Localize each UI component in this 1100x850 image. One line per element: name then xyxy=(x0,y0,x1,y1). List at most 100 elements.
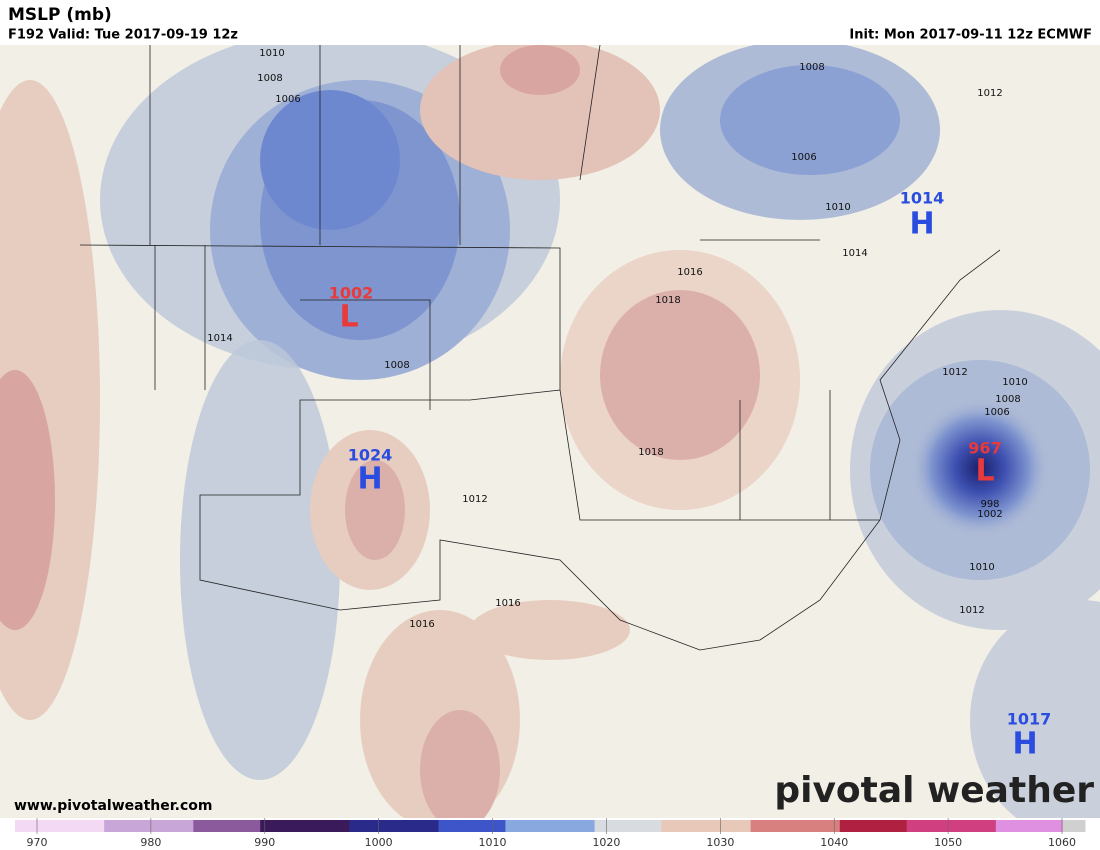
colorbar-label: 1010 xyxy=(479,836,507,849)
contour-label: 1018 xyxy=(638,447,663,458)
colorbar-swatch xyxy=(995,820,1019,832)
contour-label: 1014 xyxy=(842,248,867,259)
colorbar-label: 1000 xyxy=(365,836,393,849)
contour-label: 1008 xyxy=(995,394,1020,405)
colorbar-swatch xyxy=(661,820,685,832)
colorbar-swatch xyxy=(772,820,796,832)
colorbar-swatch xyxy=(1040,820,1064,832)
contour-label: 1008 xyxy=(384,360,409,371)
colorbar-swatch xyxy=(795,820,818,832)
colorbar-swatch xyxy=(862,820,885,832)
colorbar-swatch xyxy=(104,820,127,832)
colorbar-swatch xyxy=(37,820,61,832)
colorbar-swatch xyxy=(371,820,395,832)
center-symbol: H xyxy=(909,207,934,242)
colorbar-swatch xyxy=(572,820,596,832)
contour-label: 1006 xyxy=(984,407,1009,418)
map-area xyxy=(0,45,1100,818)
colorbar-swatch xyxy=(1018,820,1041,832)
colorbar-swatch xyxy=(193,820,217,832)
colorbar-swatch xyxy=(928,820,952,832)
colorbar-label: 1030 xyxy=(706,836,734,849)
contour-label: 1016 xyxy=(409,619,434,630)
colorbar-swatch xyxy=(639,820,662,832)
colorbar-swatch xyxy=(81,820,105,832)
center-symbol: L xyxy=(339,300,358,335)
colorbar-swatch xyxy=(260,820,283,832)
colorbar-swatch xyxy=(59,820,83,832)
contour-label: 1016 xyxy=(677,267,702,278)
contour-label: 1008 xyxy=(257,73,282,84)
colorbar-label: 980 xyxy=(140,836,161,849)
colorbar-swatch xyxy=(148,820,172,832)
contour-label: 1006 xyxy=(275,94,300,105)
colorbar: 970 980 990 1000 1010 1020 1030 1040 1050 1060 xyxy=(15,818,1086,849)
colorbar-swatch xyxy=(706,820,729,832)
website: www.pivotalweather.com xyxy=(14,798,213,814)
colorbar-swatch xyxy=(282,820,306,832)
colorbar-label: 990 xyxy=(254,836,275,849)
contour-label: 1010 xyxy=(969,562,994,573)
contour-label: 1012 xyxy=(959,605,984,616)
contour-label: 1012 xyxy=(977,88,1002,99)
init-time: Init: Mon 2017-09-11 12z ECMWF xyxy=(849,28,1092,43)
colorbar-swatch xyxy=(951,820,975,832)
colorbar-swatch xyxy=(594,820,618,832)
contour-label: 1012 xyxy=(942,367,967,378)
colorbar-swatch xyxy=(973,820,997,832)
center-value: 1002 xyxy=(329,284,374,303)
contour-label: 1008 xyxy=(799,62,824,73)
center-symbol: L xyxy=(975,454,994,489)
colorbar-swatch xyxy=(817,820,841,832)
center-value: 1014 xyxy=(900,189,945,208)
center-value: 1024 xyxy=(348,446,393,465)
contour-label: 1018 xyxy=(655,295,680,306)
colorbar-label: 1040 xyxy=(820,836,848,849)
colorbar-swatch xyxy=(750,820,774,832)
contour-label: 1010 xyxy=(1002,377,1027,388)
map-title: MSLP (mb) xyxy=(8,5,112,25)
colorbar-swatch xyxy=(416,820,440,832)
center-value: 1017 xyxy=(1007,710,1052,729)
colorbar-swatch xyxy=(349,820,373,832)
colorbar-swatch xyxy=(728,820,752,832)
contour-label: 1010 xyxy=(825,202,850,213)
colorbar-label: 970 xyxy=(27,836,48,849)
colorbar-swatch xyxy=(15,820,38,832)
center-value: 967 xyxy=(968,439,1001,458)
colorbar-swatch xyxy=(616,820,640,832)
colorbar-swatch xyxy=(304,820,328,832)
center-symbol: H xyxy=(357,462,382,497)
colorbar-swatch xyxy=(550,820,573,832)
colorbar-label: 1020 xyxy=(592,836,620,849)
colorbar-label: 1050 xyxy=(934,836,962,849)
contour-label: 1010 xyxy=(259,48,284,59)
colorbar-swatch xyxy=(171,820,194,832)
colorbar-swatch xyxy=(527,820,551,832)
colorbar-swatch xyxy=(393,820,417,832)
contour-label: 1016 xyxy=(495,598,520,609)
contour-label: 1014 xyxy=(207,333,232,344)
contour-label: 1012 xyxy=(462,494,487,505)
colorbar-swatch xyxy=(126,820,150,832)
colorbar-swatch xyxy=(237,820,261,832)
colorbar-swatch xyxy=(906,820,930,832)
colorbar-swatch xyxy=(438,820,462,832)
colorbar-swatch xyxy=(460,820,484,832)
colorbar-swatch xyxy=(839,820,863,832)
colorbar-swatch xyxy=(483,820,506,832)
contour-label: 1002 xyxy=(977,509,1002,520)
colorbar-swatch xyxy=(683,820,707,832)
colorbar-swatch xyxy=(327,820,350,832)
logo: pivotal weather xyxy=(774,770,1094,811)
contour-label: 1006 xyxy=(791,152,816,163)
colorbar-swatch xyxy=(215,820,239,832)
colorbar-label: 1060 xyxy=(1048,836,1076,849)
colorbar-swatch xyxy=(505,820,529,832)
valid-time: F192 Valid: Tue 2017-09-19 12z xyxy=(8,28,238,43)
contour-label: 998 xyxy=(980,499,999,510)
colorbar-swatch xyxy=(884,820,908,832)
colorbar-swatch xyxy=(1062,820,1086,832)
